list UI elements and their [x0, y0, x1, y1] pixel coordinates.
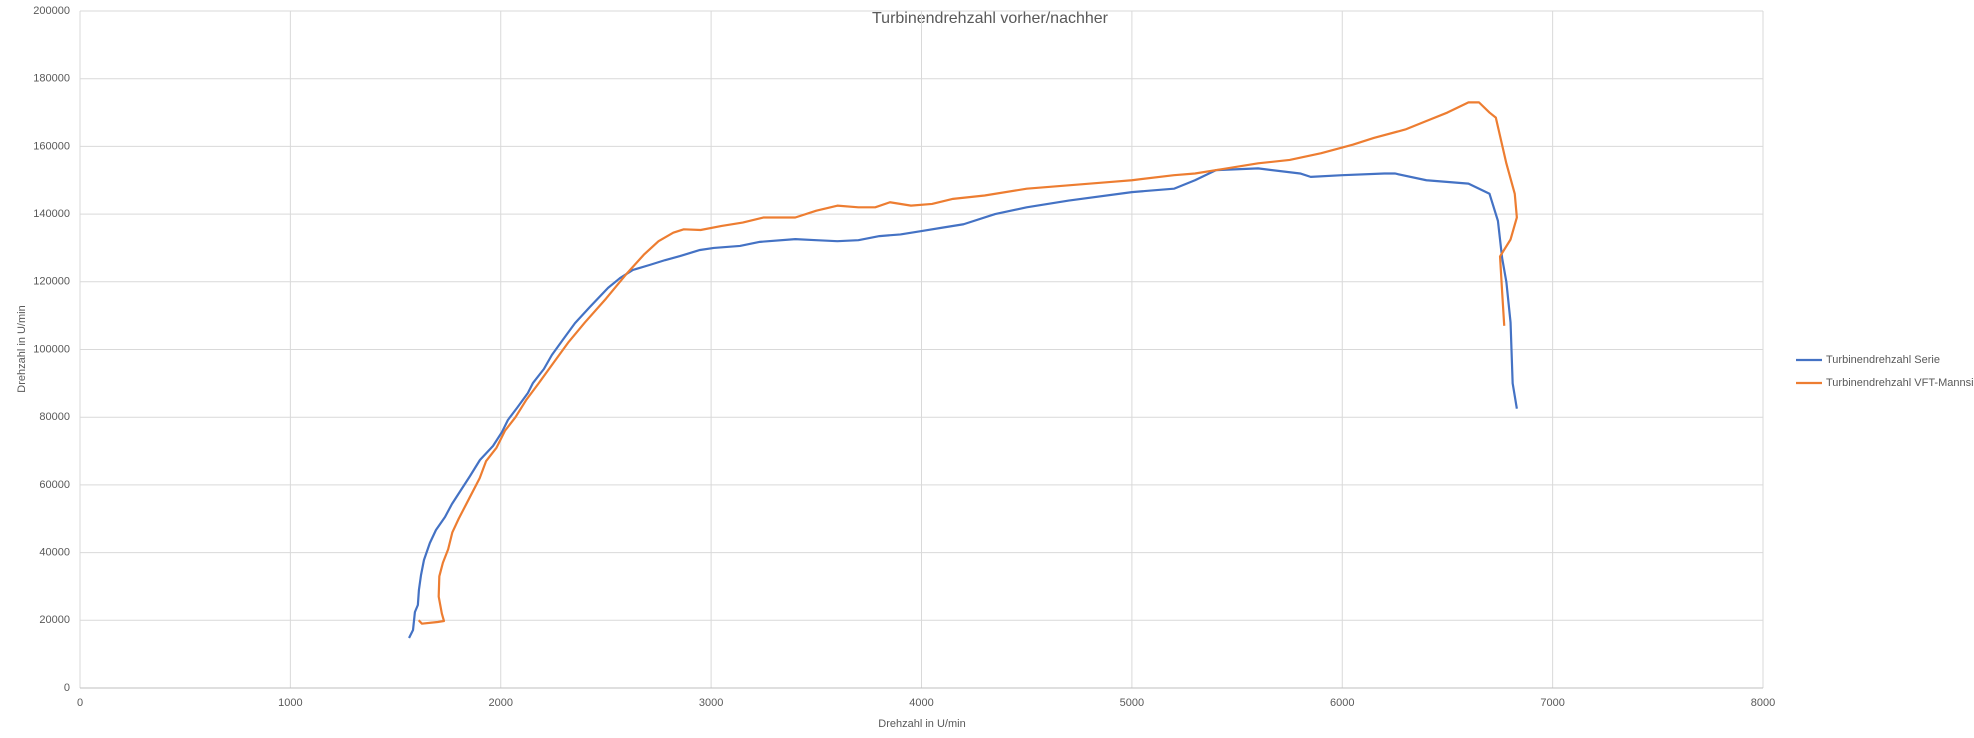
chart-title: Turbinendrehzahl vorher/nachher [872, 10, 1109, 27]
x-tick-label: 2000 [489, 697, 513, 709]
y-axis-label: Drehzahl in U/min [16, 305, 28, 392]
y-tick-label: 180000 [33, 73, 70, 85]
y-tick-label: 120000 [33, 276, 70, 288]
series-line [417, 101, 1518, 625]
legend-label: Turbinendrehzahl VFT-Mannsi [1826, 377, 1974, 389]
y-tick-label: 160000 [33, 140, 70, 152]
legend-label: Turbinendrehzahl Serie [1826, 354, 1940, 366]
x-tick-label: 7000 [1540, 697, 1564, 709]
x-tick-label: 1000 [278, 697, 302, 709]
y-tick-label: 200000 [33, 5, 70, 17]
series-line [408, 167, 1518, 639]
x-tick-label: 0 [77, 697, 83, 709]
y-tick-label: 20000 [39, 614, 70, 626]
y-tick-label: 80000 [39, 411, 70, 423]
y-tick-label: 140000 [33, 208, 70, 220]
y-tick-label: 40000 [39, 547, 70, 559]
x-axis-label: Drehzahl in U/min [878, 718, 965, 730]
x-tick-label: 5000 [1120, 697, 1144, 709]
x-tick-label: 3000 [699, 697, 723, 709]
y-tick-label: 0 [64, 682, 70, 694]
x-tick-label: 6000 [1330, 697, 1354, 709]
y-tick-label: 60000 [39, 479, 70, 491]
x-tick-label: 8000 [1751, 697, 1775, 709]
y-tick-label: 100000 [33, 343, 70, 355]
x-tick-label: 4000 [909, 697, 933, 709]
